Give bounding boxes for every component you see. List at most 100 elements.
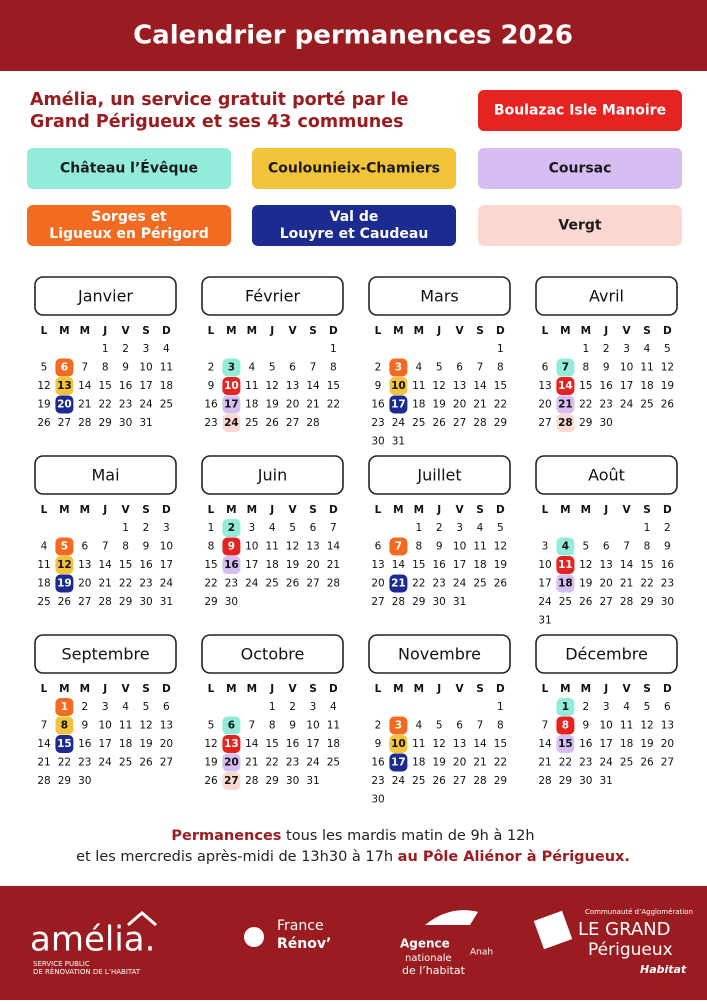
day: 6 bbox=[456, 720, 463, 732]
day: 5 bbox=[582, 541, 589, 553]
day: 10 bbox=[391, 380, 406, 392]
legend-label: Coursac bbox=[549, 161, 612, 177]
day: 26 bbox=[37, 417, 51, 429]
day: 11 bbox=[119, 720, 132, 732]
day: 22 bbox=[640, 578, 653, 590]
day: 24 bbox=[600, 757, 614, 769]
weekday: S bbox=[643, 683, 651, 695]
day: 9 bbox=[375, 380, 382, 392]
day: 26 bbox=[494, 578, 508, 590]
day: 15 bbox=[99, 380, 112, 392]
day: 25 bbox=[473, 578, 486, 590]
day: 1 bbox=[102, 343, 109, 355]
day: 20 bbox=[224, 757, 239, 769]
weekday: V bbox=[623, 504, 632, 516]
weekday: V bbox=[623, 683, 632, 695]
day: 10 bbox=[538, 559, 551, 571]
day: 3 bbox=[102, 701, 109, 713]
day: 4 bbox=[415, 362, 422, 374]
day: 30 bbox=[225, 596, 238, 608]
day: 17 bbox=[306, 738, 319, 750]
day: 22 bbox=[412, 578, 425, 590]
month-name: Juillet bbox=[416, 466, 461, 485]
day: 30 bbox=[661, 596, 674, 608]
weekday: D bbox=[496, 325, 505, 337]
day: 9 bbox=[289, 720, 296, 732]
day: 12 bbox=[204, 738, 217, 750]
day: 27 bbox=[286, 417, 299, 429]
day: 5 bbox=[664, 343, 671, 355]
day: 13 bbox=[286, 380, 299, 392]
permanence-mark bbox=[222, 716, 241, 735]
day: 16 bbox=[78, 738, 92, 750]
day: 29 bbox=[412, 596, 425, 608]
day: 18 bbox=[160, 380, 173, 392]
day: 9 bbox=[208, 380, 215, 392]
day: 6 bbox=[603, 541, 610, 553]
weekday: M bbox=[59, 504, 69, 516]
day: 4 bbox=[122, 701, 129, 713]
weekday: S bbox=[643, 504, 651, 516]
logos: amélia. SERVICE PUBLIC DE RÉNOVATION DE … bbox=[30, 908, 693, 977]
notice-bold: Permanences bbox=[171, 828, 281, 844]
permanence-mark bbox=[55, 537, 74, 556]
day: 19 bbox=[139, 738, 152, 750]
weekday: M bbox=[59, 683, 69, 695]
day: 18 bbox=[37, 578, 50, 590]
day: 9 bbox=[436, 541, 443, 553]
month-label-box bbox=[34, 634, 177, 674]
day: 17 bbox=[391, 757, 406, 769]
month-label-box bbox=[201, 634, 344, 674]
day: 6 bbox=[163, 701, 170, 713]
day: 5 bbox=[497, 522, 504, 534]
day: 10 bbox=[160, 541, 173, 553]
weekday: J bbox=[436, 504, 441, 516]
weekday: D bbox=[329, 504, 338, 516]
anah-logo: nationale bbox=[405, 953, 452, 964]
weekday: J bbox=[603, 325, 608, 337]
day: 12 bbox=[139, 720, 152, 732]
day: 18 bbox=[558, 578, 573, 590]
day: 13 bbox=[224, 738, 239, 750]
day: 5 bbox=[436, 362, 443, 374]
day: 12 bbox=[37, 380, 50, 392]
day: 1 bbox=[269, 701, 276, 713]
notice-line: Permanences tous les mardis matin de 9h … bbox=[171, 828, 534, 844]
day: 2 bbox=[375, 362, 382, 374]
day: 10 bbox=[453, 541, 466, 553]
permanence-mark bbox=[556, 698, 575, 716]
day: 17 bbox=[538, 578, 551, 590]
weekday: J bbox=[269, 325, 274, 337]
weekday: M bbox=[393, 504, 403, 516]
day: 9 bbox=[664, 541, 671, 553]
month-name: Août bbox=[588, 466, 625, 485]
permanence-mark bbox=[389, 377, 408, 395]
permanence-mark bbox=[222, 735, 241, 753]
day: 17 bbox=[391, 399, 406, 411]
day: 14 bbox=[245, 738, 259, 750]
day: 20 bbox=[57, 399, 72, 411]
weekday: V bbox=[623, 325, 632, 337]
day: 18 bbox=[640, 380, 653, 392]
weekday: L bbox=[41, 683, 48, 695]
day: 27 bbox=[224, 775, 239, 787]
day: 12 bbox=[286, 541, 299, 553]
day: 19 bbox=[37, 399, 50, 411]
day: 4 bbox=[248, 362, 255, 374]
day: 28 bbox=[306, 417, 319, 429]
day: 10 bbox=[620, 362, 633, 374]
weekday: S bbox=[309, 325, 317, 337]
permanence-mark bbox=[55, 395, 74, 414]
day: 22 bbox=[266, 757, 279, 769]
day: 21 bbox=[245, 757, 258, 769]
gp-logo: Périgueux bbox=[588, 940, 673, 960]
day: 24 bbox=[392, 775, 406, 787]
day: 8 bbox=[497, 720, 504, 732]
day: 10 bbox=[224, 380, 239, 392]
weekday: M bbox=[226, 504, 236, 516]
day: 29 bbox=[640, 596, 653, 608]
day: 3 bbox=[143, 343, 150, 355]
